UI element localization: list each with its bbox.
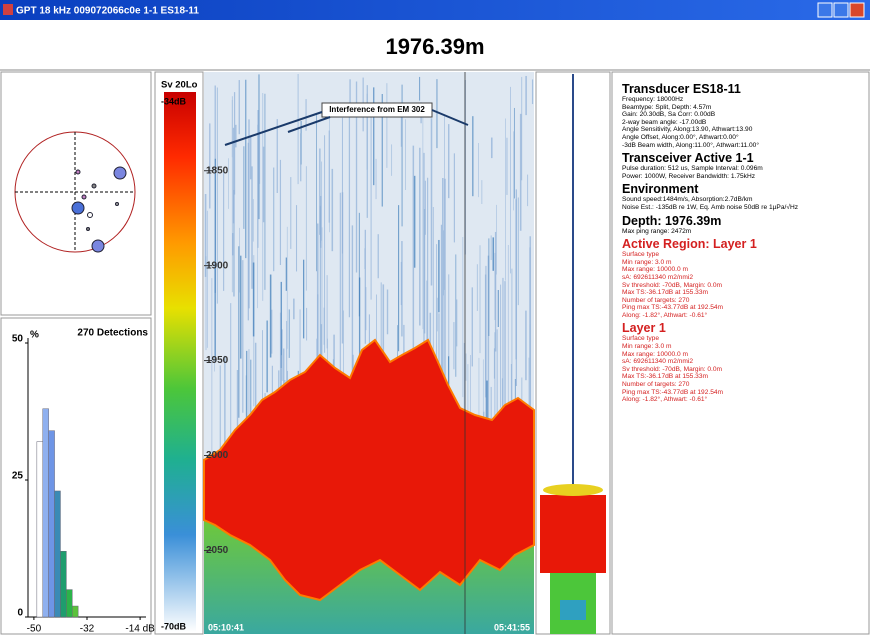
x-tick-label: -50 [27, 624, 42, 635]
arrow [224, 111, 323, 146]
info-line: Beamtype: Split, Depth: 4.57m [622, 103, 712, 111]
time-end: 05:41:55 [494, 622, 530, 632]
info-line: Along: -1.82°, Athwart: -0.61° [622, 396, 708, 404]
ping-lower [560, 600, 586, 620]
depth-bar [0, 20, 870, 70]
info-line: sA: 692611340 m2/nmi2 [622, 358, 693, 366]
bar [42, 408, 49, 618]
info-line: Sv threshold: -70dB, Margin: 0.0m [622, 365, 723, 373]
info-line: Frequency: 18000Hz [622, 96, 684, 103]
section-heading: Layer 1 [622, 321, 666, 336]
target [91, 239, 105, 253]
ping-layer [540, 495, 606, 573]
bar [48, 430, 55, 618]
info-line: Sound speed:1484m/s, Absorption:2.7dB/km [622, 196, 753, 204]
info-line: Max range: 10000.0 m [622, 350, 688, 358]
info-line: Min range: 3.0 m [622, 258, 672, 266]
bar [54, 490, 61, 618]
colorbar [164, 92, 196, 632]
bar [72, 605, 79, 618]
info-line: 2-way beam angle: -17.00dB [622, 118, 707, 126]
minimize-button[interactable] [817, 2, 833, 18]
colorbar-min: -70dB [161, 621, 187, 631]
colorbar-max: -34dB [161, 96, 187, 106]
section-heading: Transducer ES18-11 [622, 82, 741, 96]
app-icon [3, 4, 13, 15]
annotation: Interference from EM 302 [329, 105, 425, 114]
info-text: Transducer ES18-11 Frequency: 18000Hz Beam… [622, 80, 866, 404]
depth-label: 2000 [206, 450, 229, 461]
target [115, 202, 119, 206]
position-panel [0, 71, 152, 316]
target [71, 201, 85, 215]
target [87, 212, 93, 218]
target [86, 227, 90, 231]
section-heading: Environment [622, 182, 699, 197]
info-line: Angle Offset, Along:0.00°, Athwart:0.00° [622, 133, 739, 141]
window-title: GPT 18 kHz 009072066c0e 1-1 ES18-11 [16, 6, 199, 17]
info-line: Power: 1000W, Receiver Bandwidth: 1.75kH… [622, 172, 756, 180]
depth-label: 1900 [206, 260, 229, 271]
info-line: Max range: 10000.0 m [622, 266, 688, 274]
depth-label: 2050 [206, 545, 229, 556]
depth-readout: 1976.39m [385, 34, 484, 59]
info-line: Min range: 3.0 m [622, 343, 672, 351]
section-heading: Transceiver Active 1-1 [622, 151, 754, 166]
info-line: -3dB Beam width, Along:11.00°, Athwart:1… [622, 141, 759, 149]
y-axis-label: % [30, 330, 39, 341]
x-tick-label: -14 dB [125, 624, 155, 635]
scattering-layer [203, 338, 535, 602]
target [113, 166, 127, 180]
section-heading: Active Region: Layer 1 [622, 237, 757, 252]
section-heading: Depth: 1976.39m [622, 213, 722, 228]
colorbar-title: Sv 20Lo [161, 80, 198, 91]
y-tick-label: 0 [17, 608, 23, 619]
info-line: Max ping range: 2472m [622, 227, 692, 235]
info-line: Surface type [622, 251, 660, 259]
x-tick-label: -32 [80, 624, 95, 635]
title-bar [0, 0, 870, 20]
info-line: Sv threshold: -70dB, Margin: 0.0m [622, 281, 723, 289]
info-line: Surface type [622, 335, 660, 343]
info-line: Along: -1.82°, Athwart: -0.61° [622, 311, 708, 319]
info-line: Gain: 20.30dB, Sa Corr: 0.00dB [622, 111, 716, 119]
y-tick-label: 50 [12, 334, 24, 345]
target [75, 169, 81, 175]
bar [60, 550, 67, 618]
info-line: Pulse duration: 512 us, Sample Interval:… [622, 165, 763, 173]
histogram-panel [0, 317, 152, 635]
info-line: Angle Sensitivity, Along:13.90, Athwart:… [622, 126, 753, 134]
info-line: Ping max TS:-43.77dB at 192.54m [622, 304, 724, 312]
info-line: Noise Est.: -135dB re 1W, Eq. Amb noise … [622, 203, 799, 211]
close-button[interactable] [849, 2, 865, 18]
depth-label: 1950 [206, 355, 229, 366]
info-line: Max TS:-36.17dB at 155.33m [622, 373, 709, 381]
target [91, 183, 97, 189]
targets [71, 166, 127, 253]
info-line: Ping max TS:-43.77dB at 192.54m [622, 388, 724, 396]
ping-edge [543, 484, 603, 496]
target [81, 194, 87, 200]
maximize-button[interactable] [833, 2, 849, 18]
arrow [287, 116, 331, 133]
histogram: 270 Detections % 0 25 50 -50 -32 -14 dB [12, 328, 155, 635]
info-line: sA: 692611340 m2/nmi2 [622, 273, 693, 281]
bar [36, 441, 43, 618]
bar [66, 589, 73, 618]
info-line: Number of targets: 270 [622, 296, 690, 304]
annotation-arrows [224, 109, 469, 146]
echogram: Interference from EM 302 05:10:41 05:41:… [203, 72, 535, 634]
histogram-title: 270 Detections [77, 328, 148, 339]
info-line: Max TS:-36.17dB at 155.33m [622, 289, 709, 297]
arrow [431, 109, 469, 126]
y-tick-label: 25 [12, 471, 24, 482]
depth-label: 1850 [206, 165, 229, 176]
info-panel [611, 71, 870, 635]
time-start: 05:10:41 [208, 622, 244, 632]
info-line: Number of targets: 270 [622, 381, 690, 389]
